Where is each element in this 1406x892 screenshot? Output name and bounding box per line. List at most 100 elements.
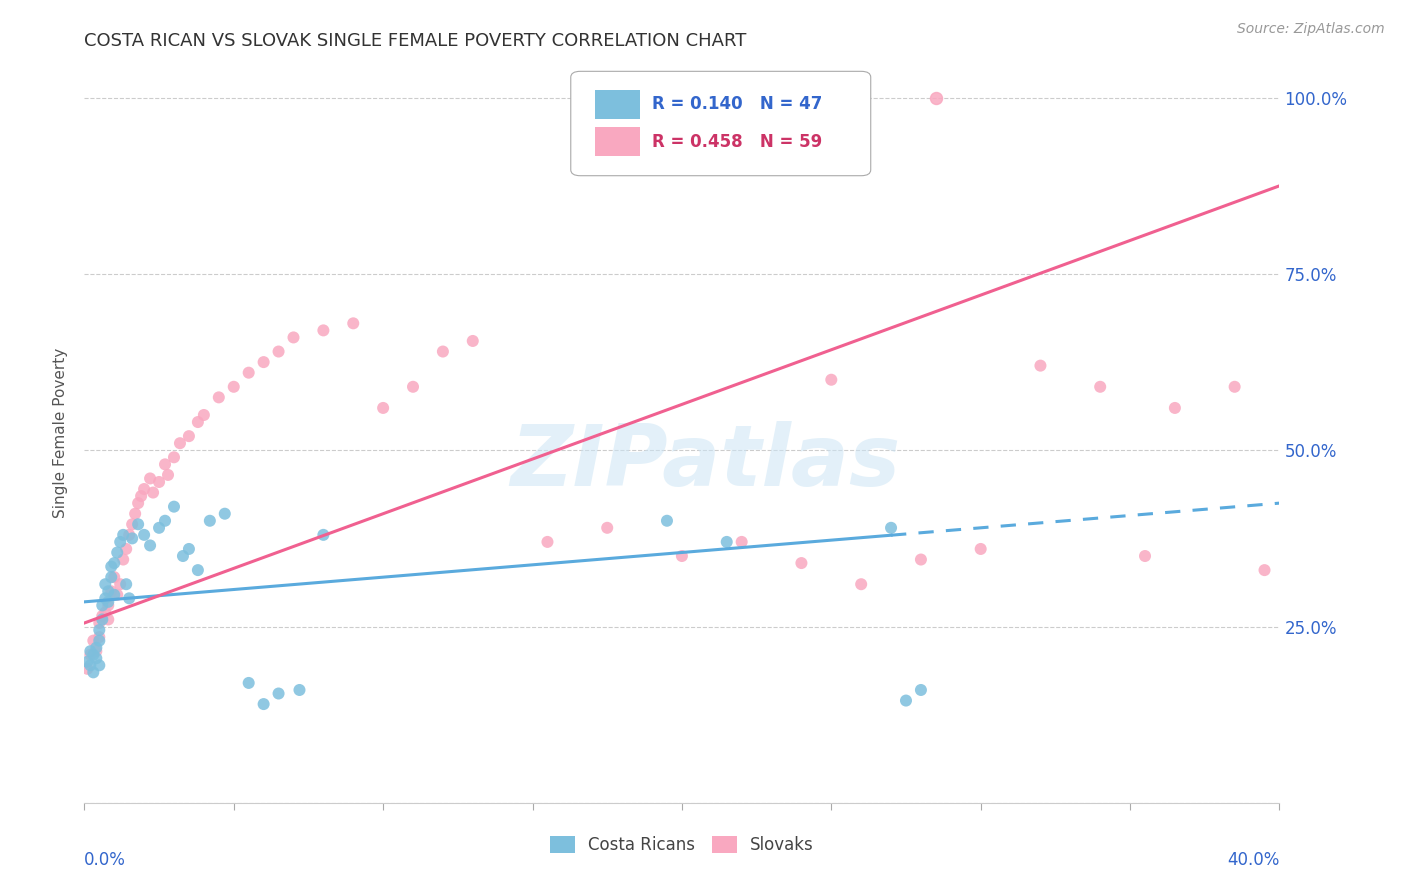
Point [1164,401,1187,415]
Point [731,535,754,549]
Point [127,496,149,510]
Point [103,588,125,602]
Legend: Costa Ricans, Slovaks: Costa Ricans, Slovaks [543,830,821,861]
Point [82,648,104,662]
Point [894,693,917,707]
Point [238,366,260,380]
Point [790,556,813,570]
Point [105,588,128,602]
Point [148,475,170,489]
Point [1090,380,1112,394]
Point [342,316,364,330]
Point [288,683,311,698]
Point [198,514,221,528]
Point [103,556,125,570]
Point [880,521,903,535]
Point [1253,563,1275,577]
Text: ZIPatlas: ZIPatlas [510,421,901,504]
Point [1223,380,1246,394]
Bar [595,90,640,120]
Point [97,612,120,626]
Text: COSTA RICAN VS SLOVAK SINGLE FEMALE POVERTY CORRELATION CHART: COSTA RICAN VS SLOVAK SINGLE FEMALE POVE… [84,32,747,50]
Point [172,549,194,563]
Point [1029,359,1052,373]
Point [153,514,176,528]
Point [127,517,149,532]
Point [177,429,200,443]
Point [283,330,305,344]
Point [89,658,111,673]
Point [94,577,117,591]
Point [76,655,98,669]
Text: R = 0.140   N = 47: R = 0.140 N = 47 [652,95,823,113]
Point [851,577,873,591]
Point [129,489,152,503]
Point [253,697,276,711]
Point [91,609,114,624]
Point [118,528,141,542]
Point [910,552,932,566]
Point [655,514,678,528]
Point [925,91,948,105]
Point [187,563,209,577]
Point [82,665,104,680]
Point [402,380,425,394]
Point [89,615,111,630]
Point [94,591,117,606]
Point [177,541,200,556]
Point [214,507,236,521]
Point [142,485,165,500]
Point [115,577,138,591]
Point [432,344,454,359]
Point [97,599,120,613]
Y-axis label: Single Female Poverty: Single Female Poverty [53,348,69,517]
Point [970,541,993,556]
Point [112,552,135,566]
Point [112,528,135,542]
Point [910,683,932,698]
Point [89,633,111,648]
Point [461,334,484,348]
Point [536,535,558,549]
Point [208,390,231,404]
Point [132,482,156,496]
Point [139,471,162,485]
Point [153,458,176,472]
Point [169,436,191,450]
Text: R = 0.458   N = 59: R = 0.458 N = 59 [652,133,823,151]
Point [238,676,260,690]
Text: Source: ZipAtlas.com: Source: ZipAtlas.com [1237,22,1385,37]
Point [163,450,186,465]
Text: 40.0%: 40.0% [1227,851,1279,869]
Point [89,630,111,644]
Point [79,658,101,673]
Point [91,599,114,613]
Point [187,415,209,429]
Point [373,401,395,415]
Point [193,408,215,422]
Point [716,535,738,549]
Point [86,640,108,655]
Point [139,538,162,552]
Point [97,584,120,599]
Point [596,521,619,535]
Point [312,323,335,337]
Point [163,500,186,514]
Point [97,595,120,609]
Point [100,570,122,584]
FancyBboxPatch shape [571,71,870,176]
Point [79,648,101,662]
Point [124,507,146,521]
Point [76,662,98,676]
Bar [595,127,640,156]
Point [267,686,290,700]
Point [118,591,141,606]
Point [86,651,108,665]
Point [94,606,117,620]
Point [89,623,111,637]
Point [671,549,693,563]
Point [110,535,132,549]
Point [1133,549,1156,563]
Text: 0.0%: 0.0% [84,851,127,869]
Point [121,517,143,532]
